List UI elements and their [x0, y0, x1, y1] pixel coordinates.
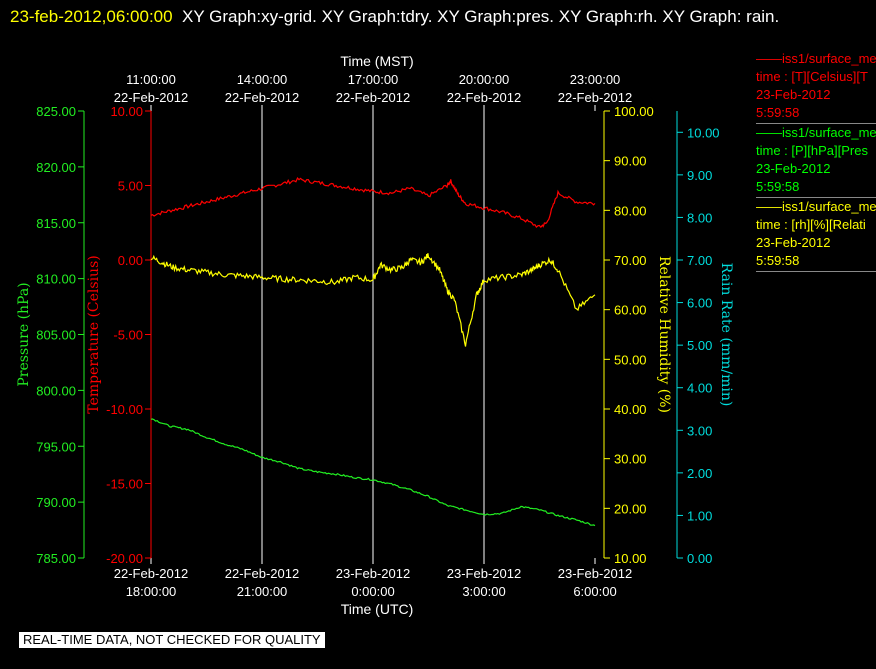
- pres-series: [150, 418, 596, 527]
- humidity-tick-label: 40.00: [614, 402, 647, 417]
- pressure-tick-label: 825.00: [36, 104, 76, 119]
- top-tick-date: 22-Feb-2012: [225, 90, 299, 105]
- rain-tick-label: 5.00: [687, 338, 712, 353]
- top-tick-label: 23:00:00: [570, 72, 621, 87]
- pressure-tick-label: 795.00: [36, 439, 76, 454]
- bottom-tick-date: 23-Feb-2012: [558, 566, 632, 581]
- rain-tick-label: 10.00: [687, 125, 720, 140]
- pressure-tick-label: 805.00: [36, 328, 76, 343]
- temperature-tick-label: -20.00: [106, 551, 143, 566]
- temperature-tick-label: 5.00: [118, 179, 143, 194]
- legend-text: time : [P][hPa][Pres: [756, 143, 868, 158]
- temperature-axis-label: Temperature (Celsius): [86, 255, 102, 413]
- legend-text: time : [rh][%][Relati: [756, 217, 866, 232]
- pressure-tick-label: 815.00: [36, 216, 76, 231]
- bottom-tick-label: 0:00:00: [351, 584, 394, 599]
- header-titles: XY Graph:xy-grid. XY Graph:tdry. XY Grap…: [182, 7, 780, 26]
- legend-text: 23-Feb-2012: [756, 87, 831, 102]
- qc-banner: REAL-TIME DATA, NOT CHECKED FOR QUALITY: [19, 632, 325, 648]
- humidity-tick-label: 50.00: [614, 352, 647, 367]
- legend-text: 5:59:58: [756, 253, 800, 268]
- temperature-tick-label: -5.00: [113, 328, 143, 343]
- bottom-axis-label: Time (UTC): [341, 601, 414, 617]
- top-tick-label: 14:00:00: [237, 72, 288, 87]
- top-axis-label: Time (MST): [340, 53, 413, 69]
- humidity-tick-label: 90.00: [614, 154, 647, 169]
- legend-text: 5:59:58: [756, 105, 800, 120]
- legend-text: 5:59:58: [756, 179, 800, 194]
- top-tick-date: 22-Feb-2012: [114, 90, 188, 105]
- header-timestamp: 23-feb-2012,06:00:00: [10, 7, 173, 26]
- rain-tick-label: 1.00: [687, 508, 712, 523]
- humidity-tick-label: 20.00: [614, 501, 647, 516]
- temperature-tick-label: 10.00: [110, 104, 143, 119]
- rain-axis-label: Rain Rate (mm/min): [718, 263, 734, 407]
- legend-text: ——iss1/surface_me: [756, 51, 876, 66]
- humidity-tick-label: 70.00: [614, 253, 647, 268]
- humidity-axis-label: Relative Humidity (%): [656, 256, 672, 413]
- bottom-tick-label: 21:00:00: [237, 584, 288, 599]
- bottom-tick-label: 18:00:00: [126, 584, 177, 599]
- humidity-tick-label: 10.00: [614, 551, 647, 566]
- pressure-tick-label: 820.00: [36, 160, 76, 175]
- top-tick-label: 20:00:00: [459, 72, 510, 87]
- pressure-axis-label: Pressure (hPa): [16, 282, 32, 386]
- rain-tick-label: 8.00: [687, 210, 712, 225]
- temperature-tick-label: -15.00: [106, 477, 143, 492]
- legend-text: 23-Feb-2012: [756, 235, 831, 250]
- header: 23-feb-2012,06:00:00 XY Graph:xy-grid. X…: [10, 2, 850, 31]
- legend: ——iss1/surface_me time : [T][Celsius][T 23…: [756, 50, 876, 272]
- legend-text: ——iss1/surface_me: [756, 125, 876, 140]
- rain-tick-label: 6.00: [687, 296, 712, 311]
- rain-tick-label: 7.00: [687, 253, 712, 268]
- pressure-tick-label: 810.00: [36, 272, 76, 287]
- top-tick-date: 22-Feb-2012: [447, 90, 521, 105]
- rain-tick-label: 3.00: [687, 423, 712, 438]
- temp-series: [150, 177, 596, 229]
- temperature-tick-label: -10.00: [106, 402, 143, 417]
- humidity-tick-label: 60.00: [614, 303, 647, 318]
- top-tick-date: 22-Feb-2012: [558, 90, 632, 105]
- humidity-tick-label: 80.00: [614, 203, 647, 218]
- bottom-tick-label: 6:00:00: [573, 584, 616, 599]
- top-tick-label: 17:00:00: [348, 72, 399, 87]
- pressure-tick-label: 785.00: [36, 551, 76, 566]
- bottom-tick-date: 22-Feb-2012: [225, 566, 299, 581]
- temperature-tick-label: 0.00: [118, 253, 143, 268]
- legend-text: ——iss1/surface_me: [756, 199, 876, 214]
- bottom-tick-date: 22-Feb-2012: [114, 566, 188, 581]
- humidity-tick-label: 30.00: [614, 452, 647, 467]
- top-tick-date: 22-Feb-2012: [336, 90, 410, 105]
- bottom-tick-label: 3:00:00: [462, 584, 505, 599]
- pressure-tick-label: 790.00: [36, 495, 76, 510]
- bottom-tick-date: 23-Feb-2012: [447, 566, 521, 581]
- pressure-tick-label: 800.00: [36, 383, 76, 398]
- rain-tick-label: 9.00: [687, 168, 712, 183]
- rh-series: [150, 253, 596, 347]
- rain-tick-label: 0.00: [687, 551, 712, 566]
- legend-text: time : [T][Celsius][T: [756, 69, 868, 84]
- legend-text: 23-Feb-2012: [756, 161, 831, 176]
- top-tick-label: 11:00:00: [126, 72, 176, 87]
- rain-tick-label: 4.00: [687, 381, 712, 396]
- bottom-tick-date: 23-Feb-2012: [336, 566, 410, 581]
- rain-tick-label: 2.00: [687, 466, 712, 481]
- humidity-tick-label: 100.00: [614, 104, 654, 119]
